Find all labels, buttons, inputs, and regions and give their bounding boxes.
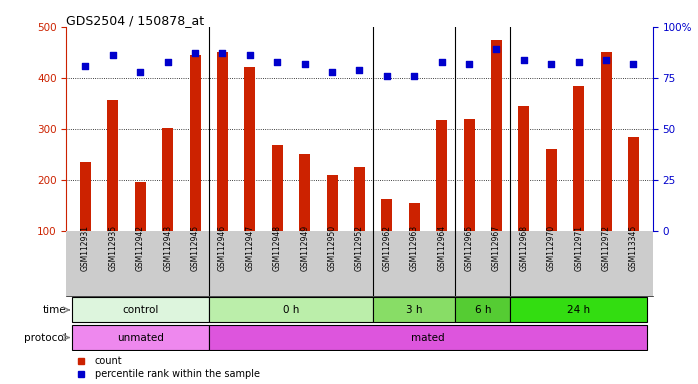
Point: [217, 50, 228, 56]
Point: [519, 56, 530, 63]
Bar: [519, 106, 529, 231]
Bar: [546, 149, 557, 231]
Bar: [573, 86, 584, 231]
Point: [409, 73, 420, 79]
Bar: [455, 298, 510, 322]
Bar: [72, 325, 209, 350]
Legend: count, percentile rank within the sample: count, percentile rank within the sample: [71, 356, 260, 379]
Bar: [135, 182, 146, 231]
Bar: [510, 298, 647, 322]
Bar: [463, 119, 475, 231]
Point: [244, 52, 255, 58]
Point: [327, 69, 338, 75]
Point: [107, 52, 119, 58]
Text: 24 h: 24 h: [567, 305, 591, 315]
Bar: [107, 100, 119, 231]
Text: control: control: [122, 305, 158, 315]
Point: [354, 67, 365, 73]
Bar: [244, 67, 255, 231]
Text: GDS2504 / 150878_at: GDS2504 / 150878_at: [66, 14, 205, 27]
Text: protocol: protocol: [24, 333, 66, 343]
Point: [162, 58, 173, 65]
Text: 3 h: 3 h: [406, 305, 422, 315]
Bar: [373, 298, 455, 322]
Text: 6 h: 6 h: [475, 305, 491, 315]
Point: [546, 61, 557, 67]
Point: [463, 61, 475, 67]
Bar: [209, 325, 647, 350]
Point: [573, 58, 584, 65]
Bar: [80, 162, 91, 231]
Point: [436, 58, 447, 65]
Bar: [354, 167, 365, 231]
Bar: [162, 128, 173, 231]
Point: [628, 61, 639, 67]
Text: 0 h: 0 h: [283, 305, 299, 315]
Bar: [628, 137, 639, 231]
Bar: [409, 203, 419, 231]
Point: [189, 50, 200, 56]
Point: [491, 46, 502, 52]
Bar: [327, 175, 338, 231]
Bar: [72, 298, 209, 322]
Point: [600, 56, 611, 63]
Point: [381, 73, 392, 79]
Bar: [600, 52, 611, 231]
Bar: [190, 55, 200, 231]
Bar: [436, 120, 447, 231]
Bar: [381, 199, 392, 231]
Bar: [299, 154, 310, 231]
Point: [272, 58, 283, 65]
Text: unmated: unmated: [117, 333, 164, 343]
Bar: [272, 145, 283, 231]
Point: [135, 69, 146, 75]
Bar: [209, 298, 373, 322]
Bar: [491, 40, 502, 231]
Bar: [217, 52, 228, 231]
Point: [299, 61, 310, 67]
Text: mated: mated: [411, 333, 445, 343]
Text: time: time: [43, 305, 66, 315]
Point: [80, 63, 91, 69]
